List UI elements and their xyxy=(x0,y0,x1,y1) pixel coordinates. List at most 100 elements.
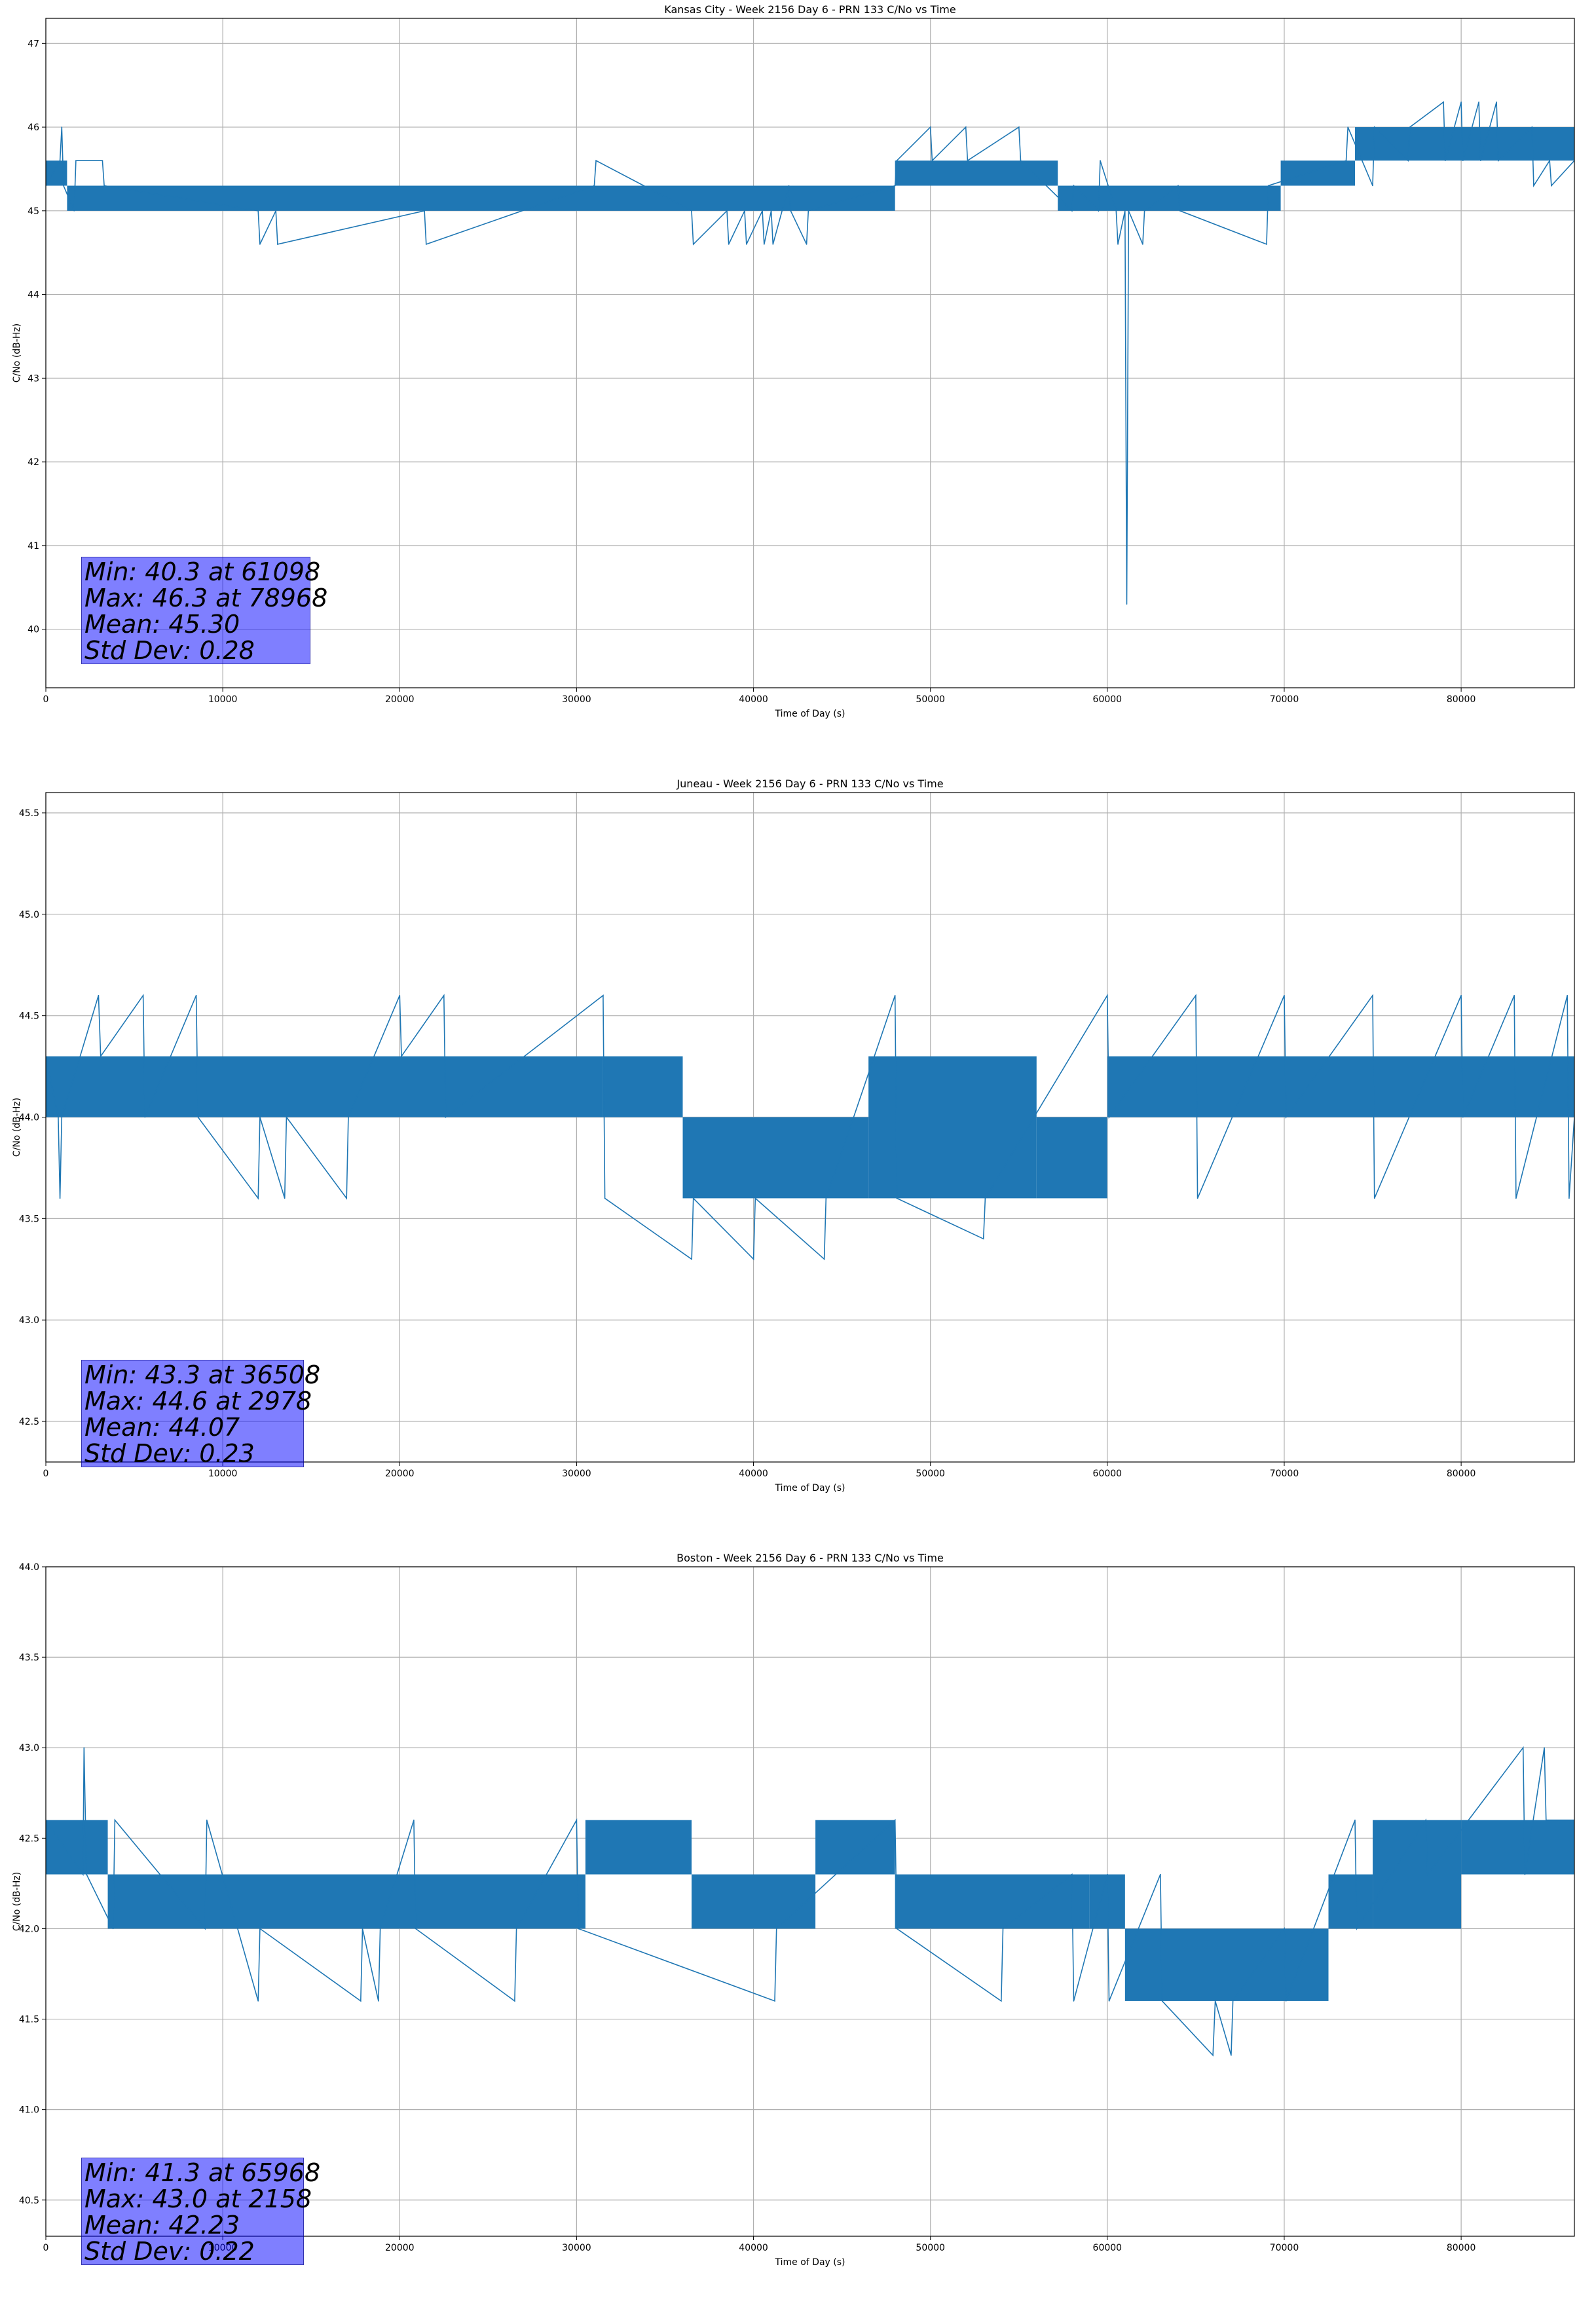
data-point xyxy=(275,210,276,212)
data-point xyxy=(58,1116,59,1118)
data-band xyxy=(603,1056,683,1117)
plot-frame xyxy=(45,18,1575,688)
data-point xyxy=(1498,160,1499,161)
chart-juneau: 0 10000 20000 30000 40000 50000 60000 70000 8000… xyxy=(0,774,1577,1548)
x-tick-label: 30000 xyxy=(562,1469,591,1479)
data-point xyxy=(1214,2000,1216,2002)
x-axis-label: Time of Day (s) xyxy=(775,1483,845,1493)
data-point xyxy=(100,1055,102,1057)
data-band xyxy=(1058,185,1281,211)
y-tick-label: 44.0 xyxy=(19,1562,39,1573)
data-point xyxy=(929,126,931,128)
data-point xyxy=(424,210,425,212)
data-point xyxy=(1373,126,1375,128)
data-band xyxy=(1280,160,1356,186)
data-band xyxy=(1461,1820,1574,1875)
data-point xyxy=(63,185,64,187)
data-band xyxy=(46,1056,603,1117)
y-tick-label: 41 xyxy=(28,541,39,552)
data-point xyxy=(691,1258,693,1260)
data-point xyxy=(1073,2000,1075,2002)
data-point xyxy=(726,210,728,212)
stats-max: Max: 43.0 at 2158 xyxy=(84,2184,312,2213)
data-point xyxy=(1197,1197,1198,1199)
data-point xyxy=(1073,185,1075,187)
data-point xyxy=(144,1116,146,1118)
stats-mean: Mean: 44.07 xyxy=(84,1413,240,1442)
y-tick-label: 43.5 xyxy=(19,1214,39,1224)
data-point xyxy=(1531,126,1532,128)
data-point xyxy=(1426,1873,1428,1875)
data-point xyxy=(691,210,692,212)
data-point xyxy=(61,1116,63,1118)
data-point xyxy=(204,1928,206,1930)
data-point xyxy=(1232,2000,1234,2002)
data-point xyxy=(1462,1116,1464,1118)
data-point xyxy=(445,1116,447,1118)
stats-std-dev: Std Dev: 0.23 xyxy=(84,1439,255,1468)
data-point xyxy=(86,1873,87,1875)
stats-box: Min: 43.3 at 36508 Max: 44.6 at 2978 Mea… xyxy=(81,1360,321,1468)
data-point xyxy=(114,1819,116,1821)
data-point xyxy=(1266,244,1267,245)
x-tick-label: 50000 xyxy=(916,2243,945,2253)
stats-min: Min: 43.3 at 36508 xyxy=(84,1360,321,1389)
data-point xyxy=(348,1116,349,1118)
data-point xyxy=(1372,994,1373,996)
x-tick-label: 60000 xyxy=(1093,2243,1122,2253)
data-band xyxy=(1328,1874,1373,1929)
data-point xyxy=(692,1197,694,1199)
x-tick-label: 0 xyxy=(43,1469,49,1479)
y-tick-label: 43.5 xyxy=(19,1653,39,1663)
x-tick-label: 20000 xyxy=(385,694,415,705)
data-point xyxy=(1549,160,1550,161)
data-series-line xyxy=(46,101,1574,605)
data-point xyxy=(1567,994,1568,996)
y-axis-label: C/No (dB-Hz) xyxy=(12,1098,22,1157)
stats-mean: Mean: 45.30 xyxy=(84,610,240,639)
x-tick-label: 80000 xyxy=(1447,2243,1476,2253)
data-point xyxy=(1161,2000,1163,2002)
chart-title: Boston - Week 2156 Day 6 - PRN 133 C/No … xyxy=(677,1552,944,1564)
data-point xyxy=(1124,210,1126,212)
data-point xyxy=(931,160,933,161)
data-point xyxy=(1373,1197,1375,1199)
data-point xyxy=(752,1258,754,1260)
data-point xyxy=(259,244,261,245)
y-tick-label: 44.5 xyxy=(19,1011,39,1022)
data-point xyxy=(413,1819,415,1821)
data-point xyxy=(1179,210,1181,212)
x-tick-label: 30000 xyxy=(562,694,591,705)
data-point xyxy=(1443,101,1444,103)
data-point xyxy=(788,185,790,187)
data-point xyxy=(1178,185,1179,187)
data-point xyxy=(1020,160,1022,161)
data-point xyxy=(103,185,105,187)
data-point xyxy=(443,994,445,996)
data-point xyxy=(1212,2054,1214,2056)
x-tick-label: 70000 xyxy=(1270,2243,1299,2253)
data-band xyxy=(67,185,895,211)
chart-svg: 0100002000030000400005000060000700008000… xyxy=(12,1552,1575,2268)
data-point xyxy=(1100,160,1101,161)
data-point xyxy=(578,1928,579,1930)
data-point xyxy=(1117,244,1119,245)
data-point xyxy=(825,1197,827,1199)
stats-std-dev: Std Dev: 0.28 xyxy=(84,636,255,665)
data-point xyxy=(142,994,144,996)
data-point xyxy=(112,1928,114,1930)
x-tick-label: 10000 xyxy=(208,1469,238,1479)
data-point xyxy=(1071,210,1073,212)
x-tick-label: 50000 xyxy=(916,1469,945,1479)
x-axis-label: Time of Day (s) xyxy=(775,2257,845,2268)
y-tick-label: 41.5 xyxy=(19,2015,39,2025)
data-point xyxy=(1462,160,1464,161)
data-point xyxy=(806,244,807,245)
data-point xyxy=(378,2000,379,2002)
data-point xyxy=(603,994,604,996)
data-point xyxy=(894,1819,896,1821)
data-point xyxy=(346,1197,348,1199)
x-tick-label: 80000 xyxy=(1447,1469,1476,1479)
data-band xyxy=(107,1874,585,1929)
data-point xyxy=(576,1819,578,1821)
